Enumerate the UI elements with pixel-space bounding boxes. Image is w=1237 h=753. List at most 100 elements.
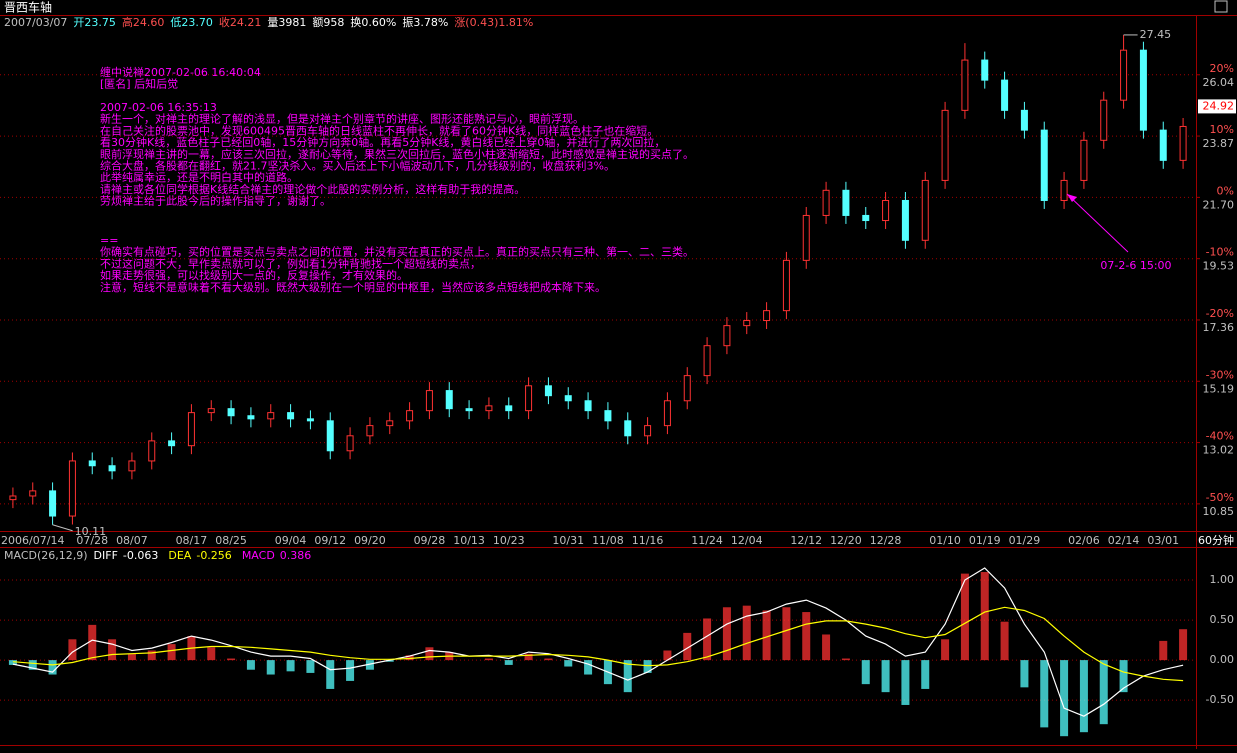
candle-body — [564, 395, 572, 402]
quote-item: 收24.21 — [219, 15, 262, 29]
candle-body — [386, 420, 394, 427]
macd-bar — [227, 658, 236, 661]
candle-body — [584, 400, 592, 412]
annotation-text: 请禅主或各位同学根据K线结合禅主的理论做个此股的实例分析，这样有助于我的提高。 — [100, 182, 525, 196]
candle-body — [624, 420, 632, 437]
macd-bar — [28, 660, 37, 670]
candle-body — [604, 410, 612, 422]
x-tick-label: 02/14 — [1108, 534, 1140, 547]
macd-bar — [1079, 660, 1088, 733]
y2-tick-label: -30% — [1206, 368, 1234, 381]
macd-bar — [167, 644, 176, 661]
quote-item: 涨(0.43)1.81% — [454, 16, 533, 29]
macd-bar — [980, 572, 989, 661]
macd-bar — [722, 607, 731, 661]
macd-bar — [782, 607, 791, 661]
annotation-text: 看30分钟K线，蓝色柱子已经回0轴，15分钟方向奔0轴。再看5分钟K线，黄白线已… — [100, 135, 665, 149]
macd-bar — [1119, 660, 1128, 693]
x-tick-label: 07/28 — [76, 534, 108, 547]
macd-bar — [742, 605, 751, 661]
y-tick-label: 17.36 — [1203, 321, 1235, 334]
candle-body — [544, 385, 552, 397]
macd-bar — [663, 650, 672, 661]
legend-name: MACD — [242, 549, 275, 562]
period-label: 60分钟 — [1198, 533, 1234, 547]
x-tick-label: 08/25 — [215, 534, 247, 547]
macd-bar — [484, 658, 493, 661]
frame — [0, 15, 1237, 749]
macd-bar — [127, 653, 136, 661]
candle-body — [1060, 179, 1068, 201]
macd-bar — [584, 660, 593, 675]
candle-body — [227, 408, 235, 417]
macd-bar — [861, 660, 870, 685]
candle-body — [29, 490, 37, 497]
last-price-tag — [1198, 99, 1236, 114]
macd-bar — [68, 639, 77, 661]
macd-bar — [941, 639, 950, 661]
candle-body — [1040, 129, 1048, 201]
candle-body — [108, 465, 116, 472]
candle-body — [763, 310, 771, 322]
macd-bar — [822, 634, 831, 661]
macd-bar — [286, 660, 295, 672]
quote-item: 振3.78% — [402, 15, 448, 29]
macd-bar — [1159, 640, 1168, 661]
quote-date: 2007/03/07 — [4, 16, 67, 29]
macd-bar — [405, 655, 414, 661]
macd-bar — [683, 632, 692, 661]
macd-bar — [1179, 629, 1188, 661]
y-tick-label: 15.19 — [1203, 382, 1235, 395]
x-tick-label: 12/12 — [790, 534, 822, 547]
quote-item: 量3981 — [267, 16, 306, 29]
legend-value: 0.386 — [280, 549, 312, 562]
x-tick-label: 09/20 — [354, 534, 386, 547]
candle-body — [68, 460, 76, 517]
macd-bar — [346, 660, 355, 681]
macd-bar — [108, 639, 117, 661]
candle-body — [743, 320, 751, 327]
macd-bar — [623, 660, 632, 693]
x-tick-label: 09/12 — [314, 534, 346, 547]
annotation-text: 你确实有点碰巧，买的位置是买点与卖点之间的位置，并没有买在真正的买点上。真正的买… — [100, 245, 694, 259]
candle-body — [148, 440, 156, 462]
candle-body — [267, 412, 275, 420]
window-button[interactable] — [1214, 0, 1228, 13]
candle-body — [782, 259, 790, 312]
y2-tick-label: -50% — [1206, 491, 1234, 504]
annotation-text: 眼前浮现禅主讲的一幕，应该三次回拉，遂耐心等待，果然三次回拉后，蓝色小柱逐渐缩短… — [100, 147, 694, 161]
candle-body — [862, 214, 870, 222]
y-tick-label: 0.00 — [1210, 653, 1235, 666]
macd-bar — [246, 660, 255, 670]
candle-body — [88, 460, 96, 467]
y-tick-label: 23.87 — [1203, 137, 1235, 150]
annotation-text: 如果走势很强，可以找级别大一点的，反复操作，才有效果的。 — [100, 268, 408, 282]
y2-tick-label: 20% — [1210, 62, 1234, 75]
x-tick-label: 03/01 — [1147, 534, 1179, 547]
candle-body — [882, 199, 890, 222]
legend-value: -0.063 — [123, 549, 158, 562]
y2-tick-label: -20% — [1206, 307, 1234, 320]
candle-body — [1179, 125, 1187, 161]
macd-bar — [306, 660, 315, 673]
last-price-label: 24.92 — [1203, 99, 1235, 112]
y-tick-label: 13.02 — [1203, 444, 1235, 457]
x-tick-label: 11/08 — [592, 534, 624, 547]
arrow-head — [1067, 194, 1077, 202]
candle-body — [1100, 99, 1108, 141]
macd-bar — [504, 660, 513, 665]
candle-body — [961, 59, 969, 111]
candle-body — [802, 214, 810, 261]
candle-body — [445, 390, 453, 410]
candle-body — [525, 385, 533, 412]
candle-body — [49, 490, 57, 517]
candle-body — [1001, 79, 1009, 111]
macd-title: MACD(26,12,9) — [4, 549, 88, 562]
candle-body — [663, 400, 671, 427]
y-tick-label: 1.00 — [1210, 573, 1235, 586]
x-tick-label: 09/28 — [414, 534, 446, 547]
candle-body — [168, 440, 176, 447]
